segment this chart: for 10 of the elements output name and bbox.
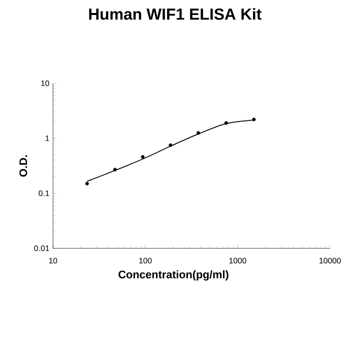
point <box>224 121 228 125</box>
chart-title: Human WIF1 ELISA Kit <box>89 8 262 20</box>
point <box>196 131 200 135</box>
point <box>252 118 256 122</box>
x-axis-title: Concentration(pg/ml) <box>118 270 228 281</box>
point <box>85 182 89 186</box>
point <box>113 168 117 172</box>
point <box>140 155 145 159</box>
point <box>168 143 172 147</box>
y-axis-title: O.D. <box>19 155 28 177</box>
